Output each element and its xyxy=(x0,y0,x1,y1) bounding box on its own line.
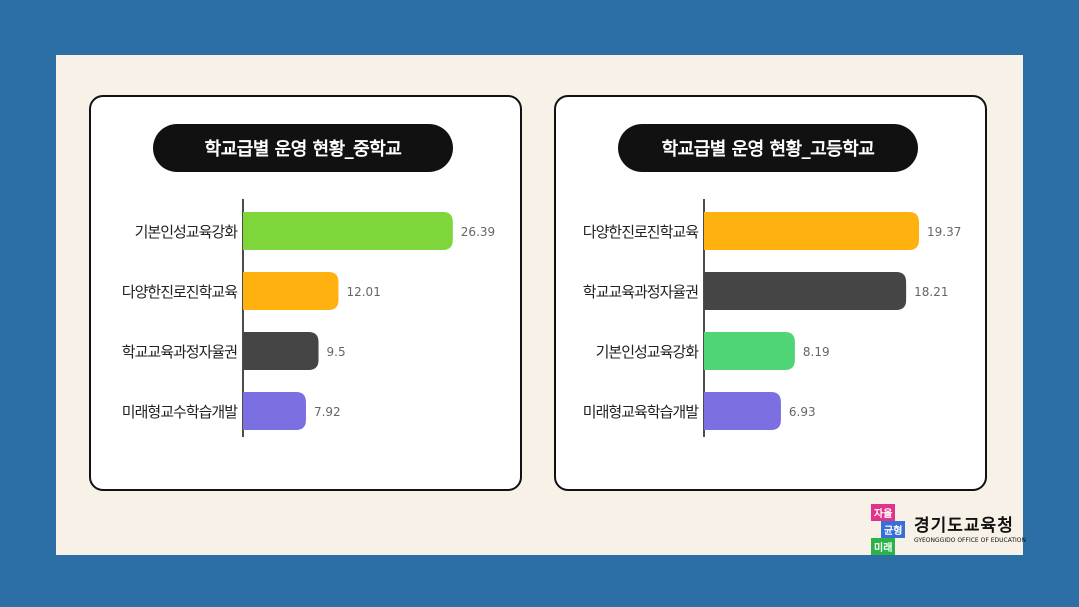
category-label: 기본인성교육강화 xyxy=(135,223,239,241)
bar xyxy=(243,332,319,370)
middle-school-chart-card: 학교급별 운영 현황_중학교 기본인성교육강화 26.39 다양한진로진학교육 12.… xyxy=(89,95,522,491)
bar xyxy=(704,272,907,310)
value-label: 12.01 xyxy=(346,285,380,299)
value-label: 19.37 xyxy=(927,225,961,239)
logo-name: 경기도교육청 xyxy=(914,516,1014,536)
category-label: 다양한진로진학교육 xyxy=(583,223,698,241)
category-label: 미래형교수학습개발 xyxy=(122,403,238,421)
category-label: 학교교육과정자율권 xyxy=(583,283,698,301)
value-label: 6.93 xyxy=(789,405,816,419)
bar xyxy=(243,392,306,430)
category-label: 기본인성교육강화 xyxy=(596,343,700,361)
category-label: 미래형교육학습개발 xyxy=(583,403,699,421)
high-school-bar-chart: 다양한진로진학교육 19.37 학교교육과정자율권 18.21 기본인성교육강화 8.19… xyxy=(583,199,961,437)
value-label: 7.92 xyxy=(314,405,341,419)
value-label: 18.21 xyxy=(914,285,948,299)
category-label: 학교교육과정자율권 xyxy=(122,343,237,361)
category-label: 다양한진로진학교육 xyxy=(122,283,237,301)
gyeonggi-education-logo: 자율 균형 미래 경기도교육청 GYEONGGIDO OFFICE OF EDU… xyxy=(868,503,1028,555)
middle-school-bar-chart: 기본인성교육강화 26.39 다양한진로진학교육 12.01 학교교육과정자율권 9.5 미… xyxy=(122,199,495,437)
bar xyxy=(704,332,795,370)
logo-tag: 균형 xyxy=(881,521,906,538)
chart-title: 학교급별 운영 현황_중학교 xyxy=(153,124,453,172)
value-label: 26.39 xyxy=(461,225,495,239)
value-label: 9.5 xyxy=(327,345,346,359)
chart-title: 학교급별 운영 현황_고등학교 xyxy=(618,124,918,172)
logo-tag: 미래 xyxy=(871,538,896,555)
high-school-chart-card: 학교급별 운영 현황_고등학교 다양한진로진학교육 19.37 학교교육과정자율권 1… xyxy=(554,95,987,491)
logo-subtitle: GYEONGGIDO OFFICE OF EDUCATION xyxy=(914,537,1026,544)
logo-tag: 자율 xyxy=(871,504,896,521)
bar xyxy=(704,392,781,430)
bar xyxy=(243,212,453,250)
bar xyxy=(704,212,920,250)
bar xyxy=(243,272,339,310)
value-label: 8.19 xyxy=(803,345,830,359)
